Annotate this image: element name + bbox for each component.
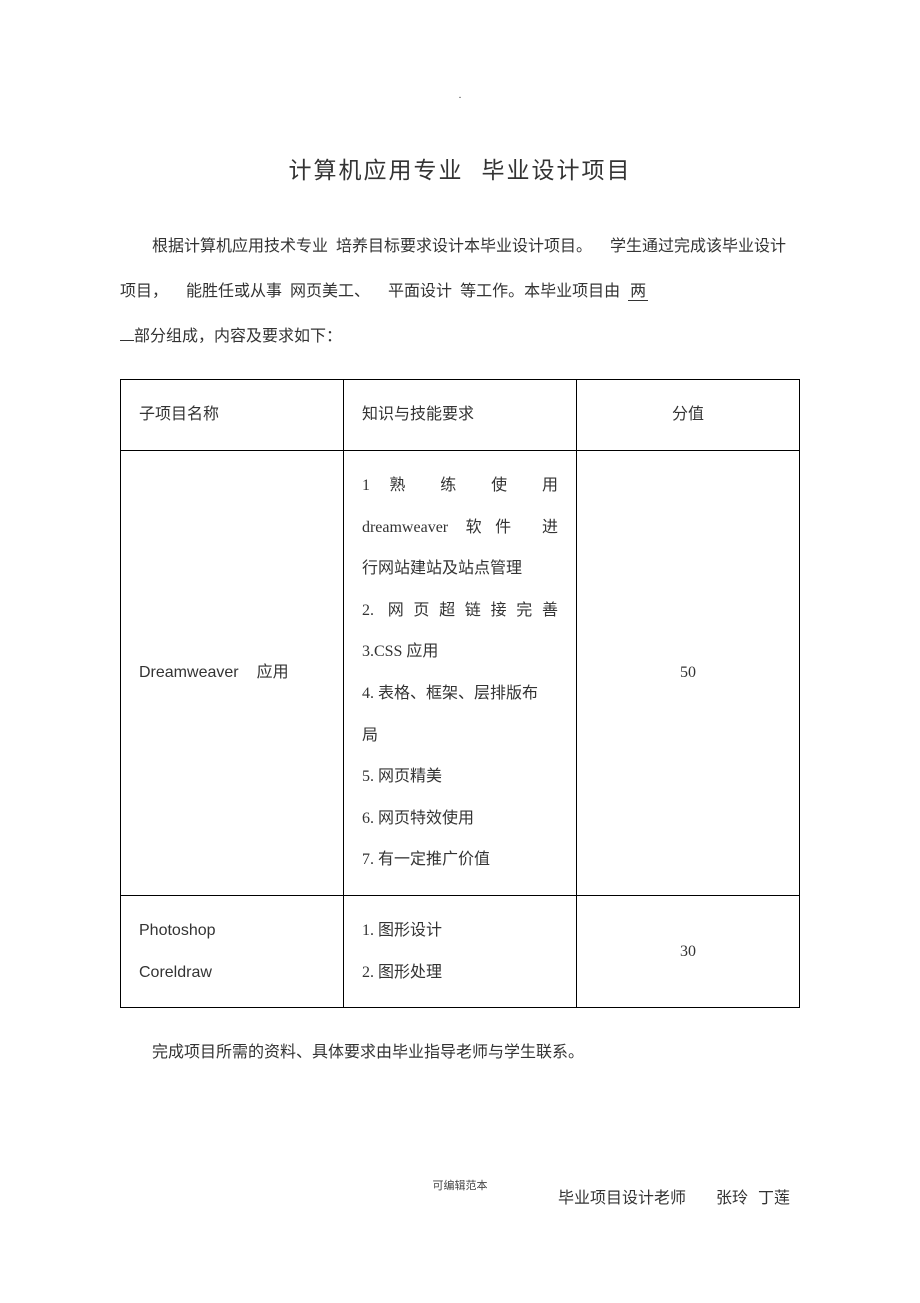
- intro-underlined-word: 两: [628, 283, 648, 301]
- row2-name-b: Coreldraw: [139, 952, 325, 994]
- row1-req-line10: 7. 有一定推广价值: [362, 839, 558, 881]
- header-col-requirements: 知识与技能要求: [343, 380, 576, 451]
- row1-score-cell: 50: [577, 450, 800, 895]
- row1-req-line3: 行网站建站及站点管理: [362, 548, 558, 590]
- intro-paragraph: 根据计算机应用技术专业培养目标要求设计本毕业设计项目。学生通过完成该毕业设计项目…: [120, 225, 800, 359]
- intro-seg-5: 网页美工、: [290, 283, 370, 300]
- table-row: Photoshop Coreldraw 1. 图形设计 2. 图形处理 30: [121, 895, 800, 1007]
- header-col-name: 子项目名称: [121, 380, 344, 451]
- header-col-score: 分值: [577, 380, 800, 451]
- row2-req-a: 1. 图形设计: [362, 910, 558, 952]
- intro-underlined-blank: [120, 340, 134, 341]
- document-title: 计算机应用专业毕业设计项目: [120, 151, 800, 185]
- row1-req-line2: dreamweaver 软件 进: [362, 507, 558, 549]
- row1-name-b: 应用: [257, 664, 289, 681]
- row1-req-line8: 5. 网页精美: [362, 756, 558, 798]
- row2-name-a: Photoshop: [139, 910, 325, 952]
- requirements-table: 子项目名称 知识与技能要求 分值 Dreamweaver 应用 1 熟 练 使 用…: [120, 379, 800, 1008]
- row1-req-line9: 6. 网页特效使用: [362, 798, 558, 840]
- row1-name-a: Dreamweaver: [139, 664, 239, 681]
- row1-req-line4: 2. 网页超链接完善: [362, 590, 558, 632]
- after-table-note: 完成项目所需的资料、具体要求由毕业指导老师与学生联系。: [120, 1032, 800, 1074]
- row1-requirements-cell: 1 熟 练 使 用 dreamweaver 软件 进 行网站建站及站点管理 2.…: [343, 450, 576, 895]
- row2-requirements-cell: 1. 图形设计 2. 图形处理: [343, 895, 576, 1007]
- title-part-1: 计算机应用专业: [289, 158, 464, 183]
- row1-req-line7: 局: [362, 715, 558, 757]
- intro-seg-8: 部分组成，内容及要求如下：: [134, 328, 342, 345]
- row1-name-cell: Dreamweaver 应用: [121, 450, 344, 895]
- row2-score-cell: 30: [577, 895, 800, 1007]
- table-row: Dreamweaver 应用 1 熟 练 使 用 dreamweaver 软件 进…: [121, 450, 800, 895]
- page-footer: 可编辑范本: [0, 1177, 920, 1193]
- intro-seg-6: 平面设计: [388, 283, 452, 300]
- row2-req-b: 2. 图形处理: [362, 952, 558, 994]
- intro-seg-2: 培养目标要求设计本毕业设计项目。: [336, 238, 592, 255]
- row1-req-line1: 1 熟 练 使 用: [362, 465, 558, 507]
- row1-req-line6: 4. 表格、框架、层排版布: [362, 673, 558, 715]
- row1-req-line5: 3.CSS 应用: [362, 631, 558, 673]
- table-header-row: 子项目名称 知识与技能要求 分值: [121, 380, 800, 451]
- document-page: . 计算机应用专业毕业设计项目 根据计算机应用技术专业培养目标要求设计本毕业设计…: [0, 0, 920, 1268]
- intro-seg-1: 根据计算机应用技术专业: [152, 238, 328, 255]
- intro-seg-7: 等工作。本毕业项目由: [460, 283, 620, 300]
- top-dot-marker: .: [120, 90, 800, 101]
- row2-name-cell: Photoshop Coreldraw: [121, 895, 344, 1007]
- intro-seg-4: 能胜任或从事: [186, 283, 282, 300]
- title-part-2: 毕业设计项目: [482, 158, 632, 183]
